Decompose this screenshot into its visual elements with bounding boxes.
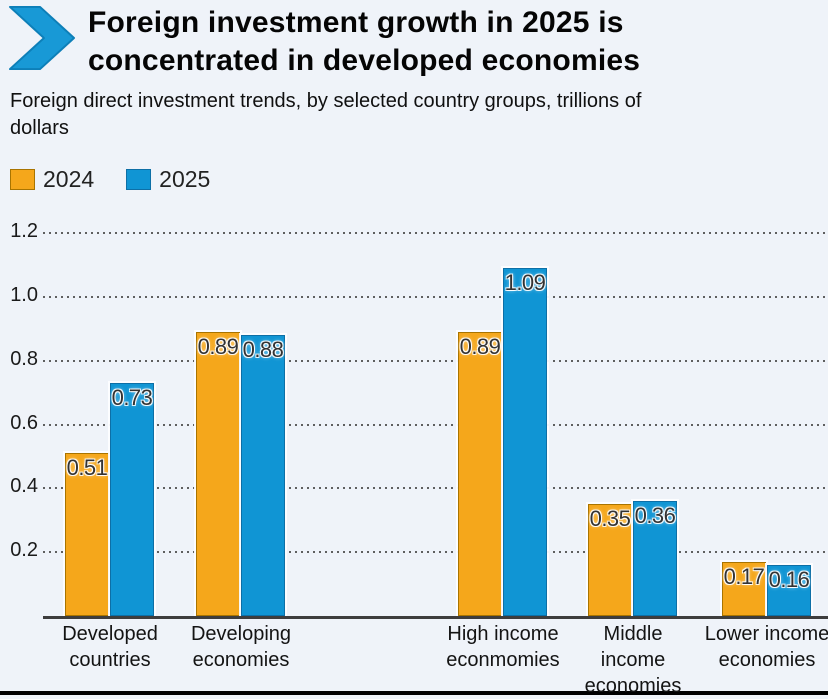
bar-2024-lower-income-economies: 0.17 — [722, 562, 766, 616]
bar-2025-high-income-econmomies: 1.09 — [503, 268, 547, 616]
bar-value-label: 0.36 — [634, 503, 676, 528]
bar-2025-developed-countries: 0.73 — [110, 383, 154, 616]
gridline-1 — [43, 296, 828, 298]
bar-value-label: 0.89 — [197, 334, 239, 359]
legend-label-2024: 2024 — [43, 166, 95, 192]
legend-swatch-2025 — [126, 169, 152, 190]
bar-value-label: 0.51 — [66, 455, 108, 480]
bar-2024-high-income-econmomies: 0.89 — [458, 332, 502, 616]
bar-2025-lower-income-economies: 0.16 — [767, 565, 811, 616]
bar-2025-middle-income-economies: 0.36 — [633, 501, 677, 616]
gridline-0.2 — [43, 551, 828, 553]
y-axis-tick-0.2: 0.2 — [10, 539, 38, 561]
legend-swatch-2024 — [10, 169, 35, 190]
gridline-0.8 — [43, 360, 828, 362]
y-axis-tick-0.6: 0.6 — [10, 412, 38, 434]
legend-item-2024: 2024 — [10, 166, 94, 193]
bar-value-label: 1.09 — [504, 270, 546, 295]
bar-value-label: 0.88 — [242, 337, 284, 362]
x-axis-label-high-income-econmomies: High income econmomies — [446, 623, 560, 671]
legend-item-2025: 2025 — [126, 166, 210, 193]
bar-value-label: 0.16 — [768, 567, 810, 592]
legend: 2024 2025 — [10, 166, 210, 193]
x-axis-label-lower-income-economies: Lower income economies — [704, 623, 828, 671]
y-axis-tick-1.2: 1.2 — [10, 220, 38, 242]
x-axis-label-middle-income-economies: Middle income economies — [584, 623, 682, 697]
gridline-0.4 — [43, 487, 828, 489]
bar-2024-developing-economies: 0.89 — [196, 332, 240, 616]
x-axis-line — [43, 616, 828, 619]
bar-value-label: 0.17 — [723, 564, 765, 589]
bar-chart-plot-area: 0.2 0.4 0.6 0.8 1.0 1.2 0.51 0.89 0.89 0.35 0.17 0.… — [0, 215, 828, 697]
y-axis-tick-0.8: 0.8 — [10, 348, 38, 370]
bottom-border-rule — [0, 691, 828, 695]
bar-value-label: 0.89 — [459, 334, 501, 359]
y-axis-tick-1.0: 1.0 — [10, 284, 38, 306]
chevron-arrow-icon — [8, 5, 76, 71]
bar-value-label: 0.73 — [111, 385, 153, 410]
gridline-1.2 — [43, 232, 828, 234]
chart-title: Foreign investment growth in 2025 is con… — [88, 6, 641, 77]
y-axis-tick-0.4: 0.4 — [10, 475, 38, 497]
legend-label-2025: 2025 — [159, 166, 211, 192]
bar-value-label: 0.35 — [589, 506, 631, 531]
x-axis-label-developed-countries: Developed countries — [62, 623, 158, 671]
chart-subtitle: Foreign direct investment trends, by sel… — [10, 90, 642, 139]
gridline-0.6 — [43, 424, 828, 426]
x-axis-label-developing-economies: Developing economies — [190, 623, 292, 671]
bar-2024-developed-countries: 0.51 — [65, 453, 109, 616]
bar-2024-middle-income-economies: 0.35 — [588, 504, 632, 616]
bar-2025-developing-economies: 0.88 — [241, 335, 285, 616]
